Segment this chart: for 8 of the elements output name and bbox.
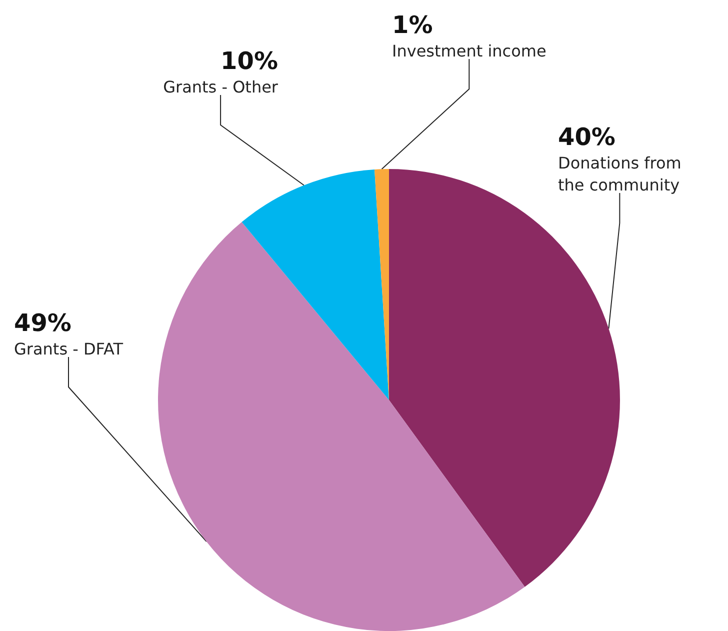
data-label: 40%	[558, 123, 616, 151]
data-label: 49%	[14, 309, 72, 337]
slice-label: Grants - DFAT	[14, 340, 124, 358]
slice-label: Investment income	[392, 42, 546, 60]
slice-label: Grants - Other	[163, 78, 278, 96]
slice-label: Donations from the community	[558, 154, 682, 194]
data-label: 1%	[392, 11, 433, 39]
data-label: 10%	[220, 47, 278, 75]
